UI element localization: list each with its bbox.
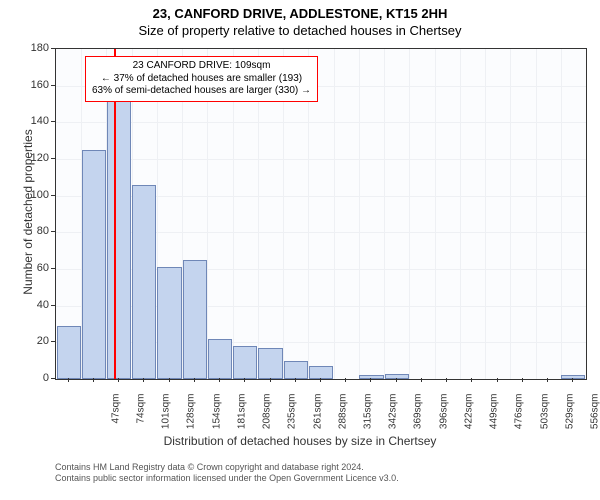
attribution-line-1: Contains HM Land Registry data © Crown c… xyxy=(55,462,399,473)
x-tick-mark xyxy=(572,378,573,382)
x-tick-label: 503sqm xyxy=(539,394,550,444)
x-tick-mark xyxy=(295,378,296,382)
y-tick-label: 120 xyxy=(0,152,49,164)
grid-line-v xyxy=(460,49,461,379)
x-tick-mark xyxy=(370,378,371,382)
y-tick-mark xyxy=(51,378,55,379)
x-tick-label: 396sqm xyxy=(438,394,449,444)
histogram-bar xyxy=(208,339,232,379)
y-tick-label: 0 xyxy=(0,372,49,384)
x-tick-mark xyxy=(522,378,523,382)
x-tick-label: 208sqm xyxy=(262,394,273,444)
x-tick-label: 181sqm xyxy=(236,394,247,444)
histogram-bar xyxy=(82,150,106,379)
x-tick-mark xyxy=(471,378,472,382)
y-tick-label: 100 xyxy=(0,189,49,201)
annotation-line-1: 23 CANFORD DRIVE: 109sqm xyxy=(92,60,311,73)
y-tick-mark xyxy=(51,268,55,269)
x-axis-label: Distribution of detached houses by size … xyxy=(0,434,600,448)
y-tick-mark xyxy=(51,85,55,86)
x-tick-mark xyxy=(345,378,346,382)
histogram-bar xyxy=(107,78,131,379)
x-tick-mark xyxy=(320,378,321,382)
y-tick-mark xyxy=(51,48,55,49)
chart-title-main: 23, CANFORD DRIVE, ADDLESTONE, KT15 2HH xyxy=(0,0,600,21)
x-tick-label: 154sqm xyxy=(211,394,222,444)
x-tick-mark xyxy=(446,378,447,382)
histogram-bar xyxy=(157,267,181,379)
grid-line-v xyxy=(510,49,511,379)
grid-line-h xyxy=(56,159,586,160)
x-tick-mark xyxy=(143,378,144,382)
histogram-bar xyxy=(284,361,308,379)
y-tick-mark xyxy=(51,341,55,342)
chart-container: { "chart": { "type": "histogram", "title… xyxy=(0,0,600,500)
grid-line-v xyxy=(384,49,385,379)
y-tick-mark xyxy=(51,121,55,122)
attribution-line-2: Contains public sector information licen… xyxy=(55,473,399,484)
grid-line-v xyxy=(485,49,486,379)
x-tick-mark xyxy=(547,378,548,382)
grid-line-v xyxy=(561,49,562,379)
x-tick-mark xyxy=(270,378,271,382)
y-tick-mark xyxy=(51,158,55,159)
x-tick-mark xyxy=(68,378,69,382)
x-tick-label: 235sqm xyxy=(287,394,298,444)
grid-line-v xyxy=(359,49,360,379)
grid-line-h xyxy=(56,122,586,123)
grid-line-v xyxy=(334,49,335,379)
x-tick-label: 315sqm xyxy=(363,394,374,444)
x-tick-mark xyxy=(118,378,119,382)
histogram-bar xyxy=(233,346,257,379)
x-tick-label: 342sqm xyxy=(388,394,399,444)
x-tick-label: 369sqm xyxy=(413,394,424,444)
histogram-bar xyxy=(359,375,383,379)
x-tick-mark xyxy=(396,378,397,382)
chart-title-sub: Size of property relative to detached ho… xyxy=(0,21,600,38)
x-tick-label: 422sqm xyxy=(463,394,474,444)
histogram-bar xyxy=(258,348,282,379)
x-tick-mark xyxy=(169,378,170,382)
annotation-line-3: 63% of semi-detached houses are larger (… xyxy=(92,85,311,98)
y-tick-label: 20 xyxy=(0,335,49,347)
x-tick-label: 556sqm xyxy=(590,394,600,444)
x-tick-label: 47sqm xyxy=(110,394,121,444)
y-tick-label: 80 xyxy=(0,225,49,237)
grid-line-v xyxy=(536,49,537,379)
y-axis-label: Number of detached properties xyxy=(21,112,35,312)
histogram-bar xyxy=(57,326,81,379)
y-tick-mark xyxy=(51,305,55,306)
x-tick-label: 476sqm xyxy=(514,394,525,444)
grid-line-v xyxy=(409,49,410,379)
x-tick-mark xyxy=(93,378,94,382)
x-tick-label: 529sqm xyxy=(564,394,575,444)
x-tick-label: 449sqm xyxy=(489,394,500,444)
x-tick-mark xyxy=(421,378,422,382)
histogram-bar xyxy=(132,185,156,379)
x-tick-label: 128sqm xyxy=(186,394,197,444)
histogram-bar xyxy=(183,260,207,379)
y-tick-mark xyxy=(51,231,55,232)
y-tick-label: 40 xyxy=(0,299,49,311)
x-tick-label: 74sqm xyxy=(135,394,146,444)
histogram-bar xyxy=(561,375,585,379)
x-tick-label: 101sqm xyxy=(161,394,172,444)
attribution-text: Contains HM Land Registry data © Crown c… xyxy=(55,462,399,485)
histogram-bar xyxy=(385,374,409,380)
y-tick-mark xyxy=(51,195,55,196)
x-tick-label: 261sqm xyxy=(312,394,323,444)
y-tick-label: 140 xyxy=(0,115,49,127)
y-tick-label: 60 xyxy=(0,262,49,274)
x-tick-label: 288sqm xyxy=(337,394,348,444)
grid-line-v xyxy=(435,49,436,379)
y-tick-label: 180 xyxy=(0,42,49,54)
x-tick-mark xyxy=(244,378,245,382)
y-tick-label: 160 xyxy=(0,79,49,91)
x-tick-mark xyxy=(219,378,220,382)
annotation-box: 23 CANFORD DRIVE: 109sqm ← 37% of detach… xyxy=(85,56,318,102)
annotation-line-2: ← 37% of detached houses are smaller (19… xyxy=(92,73,311,86)
x-tick-mark xyxy=(497,378,498,382)
x-tick-mark xyxy=(194,378,195,382)
